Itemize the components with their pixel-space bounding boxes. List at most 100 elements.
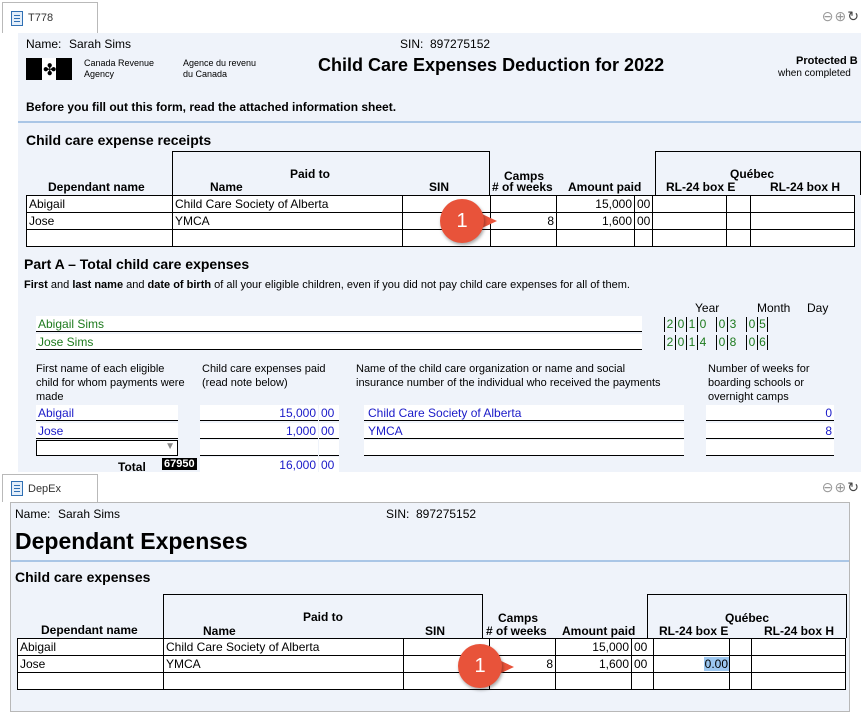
camps-header: Camps bbox=[504, 169, 545, 183]
rl24e-cell[interactable] bbox=[653, 638, 730, 656]
rl24e-cents-cell[interactable] bbox=[726, 195, 751, 213]
total-amount: 16,000 bbox=[200, 457, 318, 472]
camp-weeks[interactable]: 0 bbox=[706, 405, 834, 421]
rl24e-cell[interactable] bbox=[652, 229, 727, 247]
dependant-header: Dependant name bbox=[41, 623, 138, 637]
callout-number: 1 bbox=[456, 209, 468, 232]
cra-french-2: du Canada bbox=[183, 69, 228, 79]
back-icon[interactable]: ⊖ bbox=[821, 479, 834, 495]
name-cell[interactable] bbox=[163, 672, 404, 690]
amount-header: Amount paid bbox=[568, 180, 642, 194]
name-cell[interactable]: Child Care Society of Alberta bbox=[172, 195, 403, 213]
organization-name[interactable]: Child Care Society of Alberta bbox=[364, 405, 684, 421]
rl24h-cell[interactable] bbox=[751, 655, 846, 673]
rl24h-cell[interactable] bbox=[750, 212, 855, 230]
weeks-cell[interactable] bbox=[490, 195, 557, 213]
separator bbox=[11, 560, 849, 562]
expense-cents[interactable] bbox=[319, 440, 339, 456]
dependant-cell[interactable] bbox=[17, 672, 164, 690]
rl24e-cents-cell[interactable] bbox=[726, 229, 751, 247]
refresh-icon[interactable]: ↻ bbox=[847, 8, 859, 24]
rl24e-cents-cell[interactable] bbox=[726, 212, 751, 230]
col-organization-header: Name of the child care organization or n… bbox=[356, 363, 661, 389]
cents-cell[interactable]: 00 bbox=[631, 655, 654, 673]
weeks-header: # of weeks bbox=[486, 624, 547, 638]
cents-cell[interactable] bbox=[634, 229, 653, 247]
name-cell[interactable]: Child Care Society of Alberta bbox=[163, 638, 404, 656]
expenses-table: Abigail Child Care Society of Alberta 15… bbox=[17, 638, 846, 690]
rl24e-header: RL-24 box E bbox=[666, 180, 736, 194]
dependant-cell[interactable]: Jose bbox=[17, 655, 164, 673]
dependant-cell[interactable]: Abigail bbox=[17, 638, 164, 656]
rl24e-cell-selected[interactable]: 0.00 bbox=[653, 655, 730, 673]
rl24h-cell[interactable] bbox=[751, 672, 846, 690]
cents-cell[interactable]: 00 bbox=[634, 195, 653, 213]
amount-cell[interactable] bbox=[556, 229, 635, 247]
dob-digit: 8 bbox=[727, 335, 738, 350]
amount-header: Amount paid bbox=[562, 624, 636, 638]
amount-cell[interactable]: 15,000 bbox=[556, 195, 635, 213]
name-cell[interactable] bbox=[172, 229, 403, 247]
amount-cell[interactable]: 1,600 bbox=[555, 655, 632, 673]
rl24h-cell[interactable] bbox=[751, 638, 846, 656]
sin-label: SIN: bbox=[400, 37, 424, 51]
tab-bar: T778 ⊖ ⊕ ↻ bbox=[0, 0, 861, 33]
cents-cell[interactable]: 00 bbox=[634, 212, 653, 230]
part-a-description: First and last name and date of birth of… bbox=[24, 279, 630, 291]
weeks-cell[interactable]: 8 bbox=[490, 212, 557, 230]
dob-digit: 0 bbox=[716, 335, 727, 350]
amount-cell[interactable] bbox=[555, 672, 632, 690]
rl24e-cell[interactable] bbox=[652, 212, 727, 230]
child-name-field[interactable]: Abigail Sims bbox=[36, 316, 642, 332]
cra-french-1: Agence du revenu bbox=[183, 58, 257, 68]
child-first-name[interactable]: Jose bbox=[36, 423, 178, 439]
cents-cell[interactable] bbox=[631, 672, 654, 690]
amount-cell[interactable]: 15,000 bbox=[555, 638, 632, 656]
amount-cell[interactable]: 1,600 bbox=[556, 212, 635, 230]
tab-t778[interactable]: T778 bbox=[2, 2, 98, 33]
dependant-cell[interactable]: Abigail bbox=[26, 195, 173, 213]
camp-weeks[interactable] bbox=[706, 440, 834, 456]
selected-value: 0.00 bbox=[703, 657, 729, 671]
weeks-cell[interactable] bbox=[489, 638, 556, 656]
forward-icon[interactable]: ⊕ bbox=[834, 8, 847, 24]
dependant-cell[interactable]: Jose bbox=[26, 212, 173, 230]
rl24h-cell[interactable] bbox=[750, 229, 855, 247]
camps-header: Camps bbox=[498, 611, 539, 625]
camp-weeks[interactable]: 8 bbox=[706, 423, 834, 439]
dropdown-icon[interactable]: ▼ bbox=[165, 441, 175, 452]
separator bbox=[18, 121, 861, 123]
forward-icon[interactable]: ⊕ bbox=[834, 479, 847, 495]
rl24e-cents-cell[interactable] bbox=[729, 672, 752, 690]
tab-depex[interactable]: DepEx bbox=[2, 474, 98, 502]
name-cell[interactable]: YMCA bbox=[172, 212, 403, 230]
expense-cents[interactable]: 00 bbox=[319, 405, 339, 421]
dependant-cell[interactable] bbox=[26, 229, 173, 247]
child-select[interactable]: ▼ bbox=[36, 440, 178, 456]
expense-cents[interactable]: 00 bbox=[319, 423, 339, 439]
rl24e-cents-cell[interactable] bbox=[729, 638, 752, 656]
protected-sub: when completed bbox=[778, 68, 851, 79]
rl24h-cell[interactable] bbox=[750, 195, 855, 213]
rl24h-header: RL-24 box H bbox=[764, 624, 835, 638]
dob-digit: 1 bbox=[686, 317, 697, 332]
expense-amount[interactable] bbox=[200, 440, 318, 456]
name-cell[interactable]: YMCA bbox=[163, 655, 404, 673]
depex-window: DepEx ⊖ ⊕ ↻ Name: Sarah Sims SIN: 897275… bbox=[0, 474, 861, 720]
refresh-icon[interactable]: ↻ bbox=[847, 479, 859, 495]
child-name-field[interactable]: Jose Sims bbox=[36, 334, 642, 350]
rl24e-cents-cell[interactable] bbox=[729, 655, 752, 673]
rl24e-cell[interactable] bbox=[652, 195, 727, 213]
child-first-name[interactable]: Abigail bbox=[36, 405, 178, 421]
rl24e-cell[interactable] bbox=[653, 672, 730, 690]
name-value: Sarah Sims bbox=[69, 37, 132, 51]
organization-name[interactable]: YMCA bbox=[364, 423, 684, 439]
expense-amount[interactable]: 1,000 bbox=[200, 423, 318, 439]
expense-amount[interactable]: 15,000 bbox=[200, 405, 318, 421]
cents-cell[interactable]: 00 bbox=[631, 638, 654, 656]
back-icon[interactable]: ⊖ bbox=[821, 8, 834, 24]
weeks-cell[interactable] bbox=[490, 229, 557, 247]
organization-name[interactable] bbox=[364, 440, 684, 456]
